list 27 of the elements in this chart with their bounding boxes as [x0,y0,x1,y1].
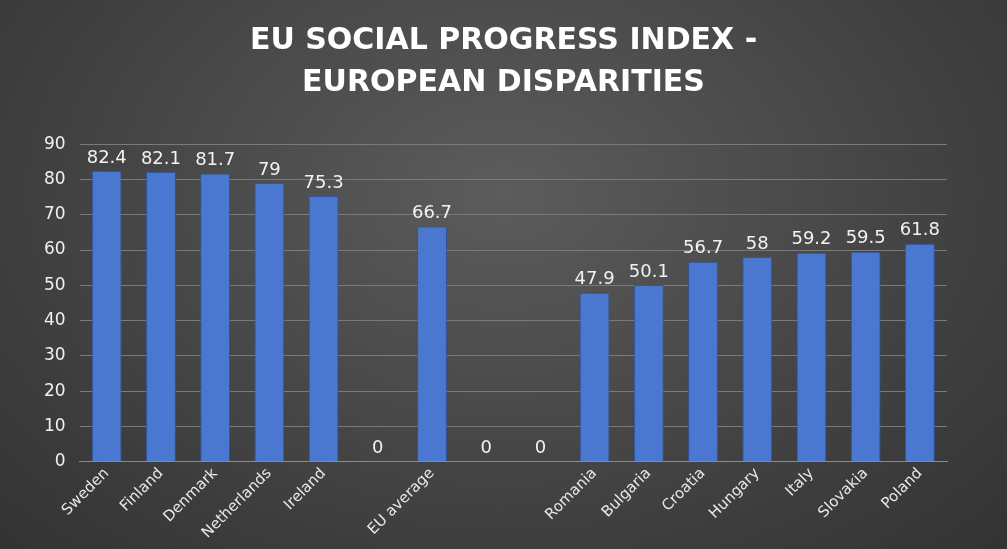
y-tick-label: 90 [43,132,66,153]
data-label: 79 [257,157,281,179]
data-label: 50.1 [628,259,669,281]
data-label: 82.1 [140,146,181,168]
y-tick-label: 80 [43,167,66,188]
data-label: 56.7 [683,236,724,258]
data-label: 59.5 [845,226,886,248]
data-label: 75.3 [303,170,344,192]
y-tick-label: 50 [43,273,66,294]
y-tick-label: 70 [43,203,66,224]
y-tick-label: 30 [43,344,66,365]
data-label: 66.7 [411,201,453,223]
data-label: 0 [534,436,547,458]
data-label: 81.7 [195,148,236,170]
data-label: 61.8 [899,218,940,240]
y-tick-label: 20 [43,379,66,400]
data-label: 58 [745,231,769,253]
data-label: 59.2 [791,227,832,249]
data-label: 47.9 [574,267,615,289]
y-tick-label: 10 [43,414,66,435]
y-tick-label: 60 [43,238,66,259]
y-tick-label: 40 [43,308,66,329]
y-tick-label: 0 [54,450,66,471]
data-label: 0 [372,436,384,458]
data-label: 0 [480,436,492,458]
chart-title: EU SOCIAL PROGRESS INDEX - EUROPEAN DISPARITIES [248,20,759,100]
data-label: 82.4 [86,145,127,167]
